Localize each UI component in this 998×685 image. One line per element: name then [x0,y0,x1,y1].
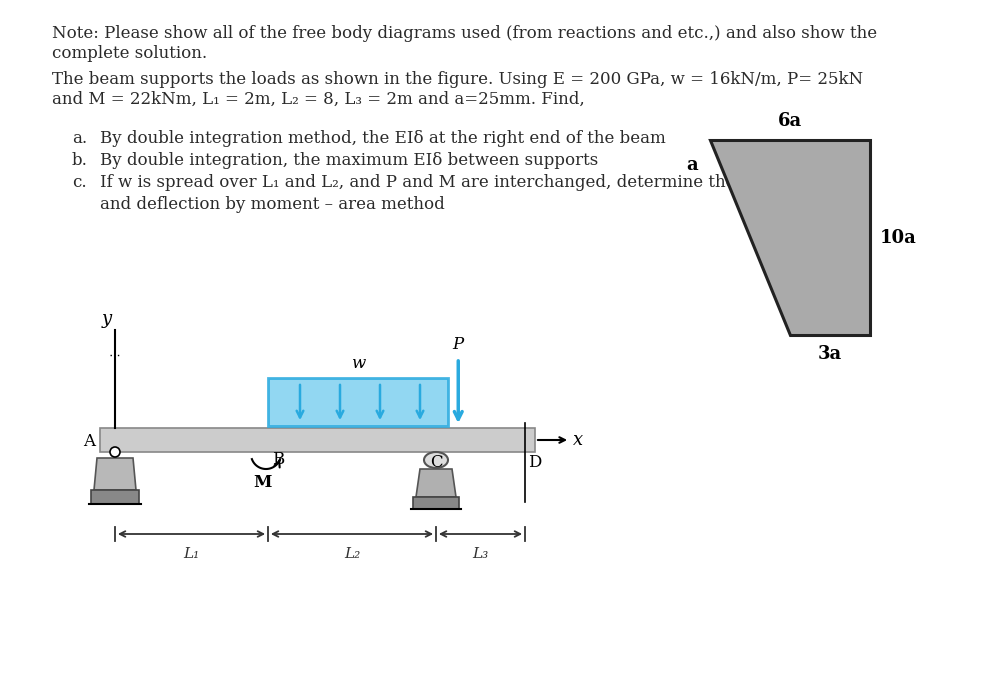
Text: By double integration method, the EIδ at the right end of the beam: By double integration method, the EIδ at… [100,130,666,147]
Text: Note: Please show all of the free body diagrams used (from reactions and etc.,) : Note: Please show all of the free body d… [52,25,877,42]
Text: M: M [252,474,271,491]
Text: x: x [573,431,583,449]
Text: complete solution.: complete solution. [52,45,208,62]
Polygon shape [710,140,870,335]
Text: b.: b. [72,152,88,169]
Text: The beam supports the loads as shown in the figure. Using E = 200 GPa, w = 16kN/: The beam supports the loads as shown in … [52,71,863,88]
Text: If w is spread over L₁ and L₂, and P and M are interchanged, determine the midsp: If w is spread over L₁ and L₂, and P and… [100,174,846,191]
Bar [268,378,448,426]
Text: A: A [83,434,95,451]
Text: 10a: 10a [880,229,917,247]
Ellipse shape [424,452,448,468]
Text: C: C [430,454,442,471]
Text: L₁: L₁ [184,547,200,561]
Text: w: w [351,355,365,372]
Circle shape [110,447,120,457]
Text: 3a: 3a [818,345,842,363]
Text: B: B [272,451,284,468]
Bar [91,490,139,504]
Text: D: D [528,454,541,471]
Text: y: y [102,310,112,328]
Text: L₃: L₃ [472,547,489,561]
Polygon shape [94,458,136,490]
Text: and M = 22kNm, L₁ = 2m, L₂ = 8, L₃ = 2m and a=25mm. Find,: and M = 22kNm, L₁ = 2m, L₂ = 8, L₃ = 2m … [52,91,585,108]
Bar [413,497,459,509]
Text: a.: a. [72,130,87,147]
Text: L₂: L₂ [344,547,360,561]
Text: P: P [453,336,464,353]
Text: By double integration, the maximum EIδ between supports: By double integration, the maximum EIδ b… [100,152,598,169]
Text: and deflection by moment – area method: and deflection by moment – area method [100,196,445,213]
Polygon shape [416,469,456,497]
Text: a: a [687,156,698,174]
Bar [100,428,535,452]
Text: c.: c. [72,174,87,191]
Text: 6a: 6a [777,112,802,130]
